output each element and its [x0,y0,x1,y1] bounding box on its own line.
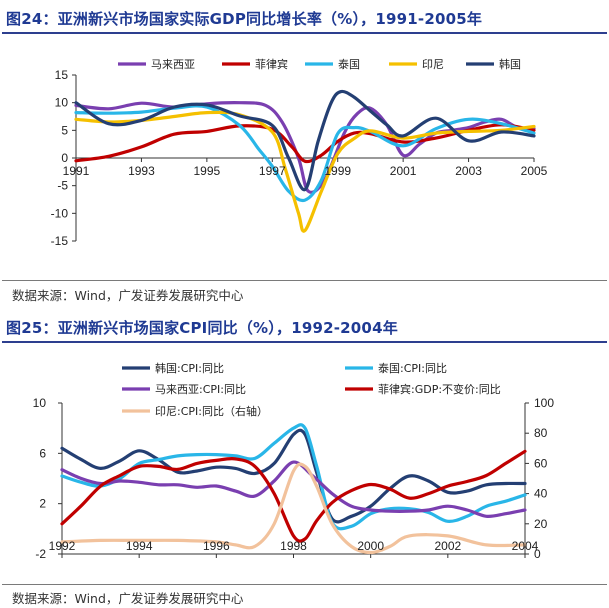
chart2-x-tick-label: 1994 [126,539,153,553]
chart2-x-tick-label: 2002 [434,539,461,553]
chart1-y-tick-label: -10 [51,206,69,220]
chart1-legend-label-3: 印尼 [422,58,444,71]
chart2-x-tick-label: 1998 [280,539,307,553]
chart1-x-tick-label: 1999 [324,164,351,178]
chart1-series-lines [74,89,536,233]
chart2-right-tick-label: 40 [534,487,548,501]
chart1-x-tick-label: 2001 [390,164,417,178]
chart1-legend: 马来西亚 菲律宾 泰国 印尼 韩国 [118,57,521,71]
chart2-series-2 [60,460,527,519]
chart1-x-tick-label: 2005 [521,164,548,178]
chart2-title: 图25：亚洲新兴市场国家CPI同比（%），1992-2004年 [6,319,398,337]
chart1-title-rule [2,32,607,34]
chart1-y-tick-label: -15 [51,234,69,248]
chart2-left-tick-label: 10 [33,396,47,410]
chart1-x-tick-label: 1993 [128,164,155,178]
chart1-x-tick-label: 1991 [63,164,90,178]
chart2-left-tick-label: 6 [39,446,46,460]
chart2-right-tick-label: 20 [534,517,548,531]
chart1-tick-labels: 15 10 5 0 -5 -10 -15 1991 1993 1995 1997 1999 2001 20… [51,68,548,248]
chart2-series-4 [60,462,527,555]
chart1-x-tick-label: 2003 [455,164,482,178]
chart1-series-0 [74,101,536,194]
chart1-legend-label-4: 韩国 [499,57,521,71]
chart2-bottom-rule [2,584,607,585]
chart2-legend-label-4: 印尼:CPI:同比（右轴） [155,404,268,418]
chart2-right-tick-label: 0 [534,547,541,561]
chart1-y-tick-label: 5 [61,123,68,137]
chart1-legend-label-2: 泰国 [338,57,360,71]
chart2-right-tick-label: 100 [534,396,554,410]
chart1-title: 图24：亚洲新兴市场国家实际GDP同比增长率（%），1991-2005年 [6,10,483,28]
chart1-x-tick-label: 1997 [259,164,286,178]
chart2-x-tick-label: 2004 [512,539,539,553]
chart1-series-4 [74,89,536,192]
chart2-series-3 [60,449,527,543]
chart1-svg: 马来西亚 菲律宾 泰国 印尼 韩国 15 10 5 0 -5 -10 -15 1991 1993 1995… [51,57,548,248]
chart1-y-tick-label: 0 [61,151,68,165]
chart1-axes [72,74,535,242]
chart2-legend-label-3: 菲律宾:GDP:不变价:同比 [378,382,501,396]
chart2-source: 数据来源：Wind，广发证券发展研究中心 [12,591,244,606]
chart2-left-tick-label: -2 [35,547,46,561]
chart2-legend-label-0: 韩国:CPI:同比 [155,361,224,375]
chart2-tick-labels: 10 6 2 -2 100 80 60 40 20 0 1992 1994 1996 1998 2000 20… [33,396,555,561]
chart2-axes [58,402,529,558]
chart2-x-tick-label: 2000 [357,539,384,553]
chart1-series-3 [74,110,536,233]
chart2-right-tick-label: 60 [534,456,548,470]
chart1-source: 数据来源：Wind，广发证券发展研究中心 [12,288,244,303]
chart1-legend-label-1: 菲律宾 [255,57,288,71]
chart1-x-tick-label: 1995 [194,164,221,178]
chart1-y-tick-label: 15 [55,68,69,82]
chart1-legend-label-0: 马来西亚 [151,58,195,71]
chart2-title-rule [2,341,607,343]
chart1-y-tick-label: -5 [57,179,68,193]
chart1-y-tick-label: 10 [55,96,69,110]
chart2-right-tick-label: 80 [534,426,548,440]
chart1-bottom-rule [2,280,607,281]
chart2-series-lines [60,423,527,555]
chart2-x-tick-label: 1996 [203,539,230,553]
chart2-series-1 [60,423,527,531]
chart2-left-tick-label: 2 [39,497,46,511]
chart2-legend-label-1: 泰国:CPI:同比 [378,361,447,375]
chart2-x-tick-label: 1992 [49,539,76,553]
chart2-legend-label-2: 马来西亚:CPI:同比 [155,383,246,396]
chart2-series-0 [60,428,527,524]
